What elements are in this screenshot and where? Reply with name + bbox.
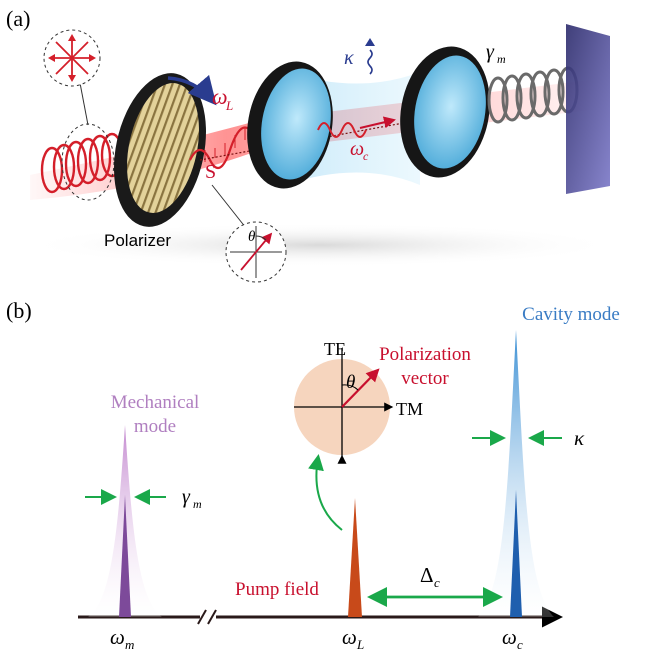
svg-text:ω: ω — [524, 142, 540, 167]
cavity-mirror-right — [400, 46, 490, 178]
svg-text:γ: γ — [486, 41, 495, 63]
svg-text:L: L — [225, 98, 233, 113]
rotation-arrow — [167, 74, 217, 106]
svg-text:c: c — [517, 637, 523, 650]
svg-text:m: m — [125, 637, 134, 650]
pump-label: Pump field — [235, 579, 319, 600]
pump-to-polarization-arrow — [308, 454, 343, 531]
kappa-label: κ — [574, 426, 585, 450]
polarizer-label: Polarizer — [104, 231, 171, 250]
decay-arrowhead — [365, 38, 375, 46]
svg-text:ω: ω — [342, 625, 357, 649]
mechanical-damping-label: γ m — [486, 41, 506, 66]
angle-arc — [341, 384, 359, 391]
te-label: TE — [324, 339, 346, 359]
panel-b-label: (b) — [6, 298, 32, 323]
panel-a-label: (a) — [6, 6, 30, 31]
panel-a: (a) — [6, 6, 620, 283]
cavity-wave — [317, 122, 367, 138]
axis-label-omega-l: ω L — [342, 625, 364, 650]
svg-text:ω: ω — [212, 84, 228, 109]
cavity-mirror-left — [247, 61, 333, 189]
svg-text:m: m — [497, 52, 506, 66]
svg-text:c: c — [363, 149, 369, 163]
gamma-label: γ m — [182, 486, 202, 511]
svg-text:L: L — [356, 637, 364, 650]
pump-field-line — [348, 498, 362, 617]
beam-axis — [199, 119, 421, 161]
svg-text:m: m — [539, 156, 548, 171]
cavity-mode-peak — [478, 330, 554, 617]
angle-label: θ — [346, 372, 355, 393]
angle-inset: θ — [225, 221, 287, 283]
angle-callout-line — [211, 184, 247, 229]
mechanical-screen — [566, 24, 610, 194]
laser-frequency-label: ω L — [212, 84, 233, 113]
axis-break — [197, 609, 217, 625]
axis-label-omega-c: ω c — [502, 625, 523, 650]
floor-shadow — [20, 223, 620, 267]
axis-label-omega-m: ω m — [110, 625, 134, 650]
decay-label: κ — [344, 47, 354, 69]
polarization-label-1: Polarization — [379, 344, 471, 365]
svg-text:Δ: Δ — [420, 563, 434, 587]
mechanical-label-2: mode — [134, 416, 176, 437]
polarizer — [114, 73, 206, 227]
polarization-vector — [341, 368, 380, 408]
svg-text:θ: θ — [248, 229, 256, 245]
polarization-inset: θ — [294, 348, 394, 464]
cavity-mode-line — [510, 490, 522, 617]
cavity-mode-label: Cavity mode — [522, 304, 620, 325]
svg-text:m: m — [193, 497, 202, 511]
svg-text:c: c — [434, 575, 440, 590]
cavity-frequency-label: ω c — [350, 138, 369, 163]
mechanical-label-1: Mechanical — [111, 392, 200, 413]
mechanical-frequency-label: ω m — [524, 142, 548, 171]
polarization-label-2: vector — [401, 368, 449, 389]
detuning-label: Δ c — [420, 563, 440, 590]
svg-text:ω: ω — [110, 625, 125, 649]
tm-label: TM — [396, 399, 423, 419]
wave-hatch — [204, 128, 246, 162]
mechanical-mode-line — [119, 495, 131, 617]
cavity-output-arrow — [359, 116, 396, 129]
incoming-helix — [40, 132, 124, 194]
signal-label: S — [205, 161, 216, 183]
decay-wiggle — [367, 49, 373, 75]
panel-b: (b) Mechanical mode γ m Pump field — [6, 298, 620, 650]
svg-text:γ: γ — [182, 486, 191, 508]
svg-text:ω: ω — [350, 138, 364, 160]
svg-text:ω: ω — [502, 625, 517, 649]
unpolarized-inset — [43, 29, 101, 87]
